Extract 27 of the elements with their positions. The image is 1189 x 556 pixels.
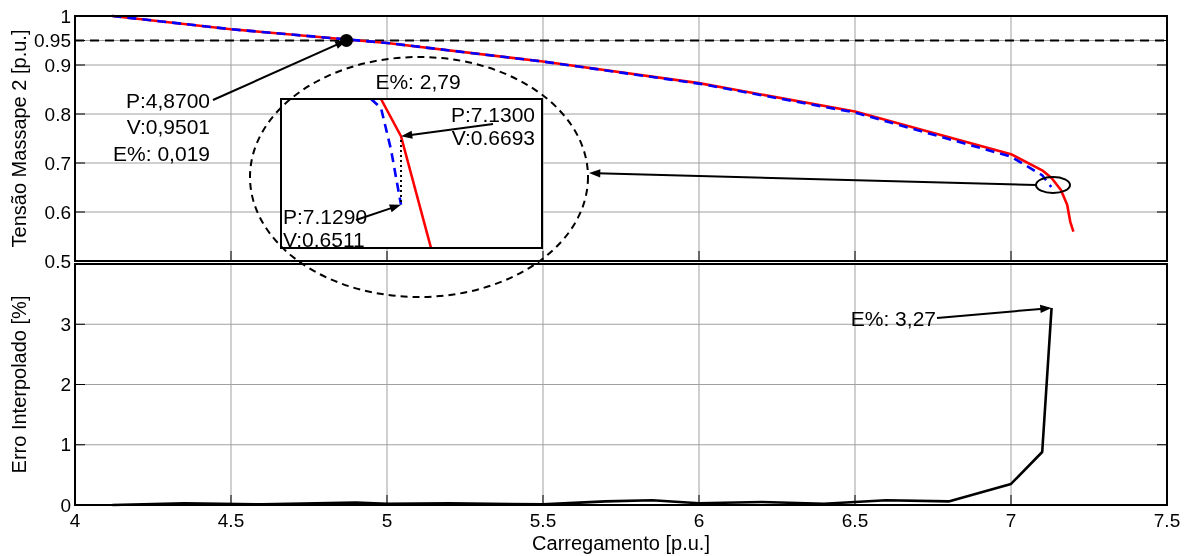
annotation: P:4,8700 V:0,9501 E%: 0,019	[113, 89, 210, 165]
y-tick-label: 0.7	[44, 152, 71, 174]
x-tick-label: 7.5	[1153, 510, 1181, 531]
y-tick-label: 0.8	[44, 103, 71, 125]
y-tick-label: 0.95	[34, 30, 71, 52]
x-tick-label: 4.5	[217, 510, 245, 531]
y-axis-title: Tensão Massape 2 [p.u.]	[8, 29, 30, 248]
x-tick-label: 5.5	[529, 510, 557, 531]
x-tick-label: 4	[69, 510, 81, 531]
y-tick-label: 0.6	[44, 201, 71, 223]
annotation: E%: 3,27	[850, 307, 936, 330]
y-tick-label: 0.5	[44, 250, 71, 272]
x-tick-label: 6.5	[841, 510, 869, 531]
x-axis-title: Carregamento [p.u.]	[532, 532, 710, 554]
annotation: E%: 2,79	[375, 70, 461, 93]
y-tick-label: 1	[60, 434, 71, 456]
x-tick-label: 5	[381, 510, 393, 531]
y-tick-label: 0	[60, 494, 71, 516]
x-tick-label: 6	[693, 510, 705, 531]
x-tick-label: 7	[1005, 510, 1017, 531]
y-tick-label: 2	[60, 374, 71, 396]
y-tick-label: 0.9	[44, 54, 71, 76]
annotation: P:7.1300 V:0.6693	[450, 103, 535, 150]
y-axis-title: Erro Interpolado [%]	[8, 295, 30, 474]
annotation: P:7.1290 V:0.6511	[283, 205, 368, 252]
y-tick-label: 1	[60, 5, 71, 27]
y-tick-label: 3	[60, 313, 71, 335]
